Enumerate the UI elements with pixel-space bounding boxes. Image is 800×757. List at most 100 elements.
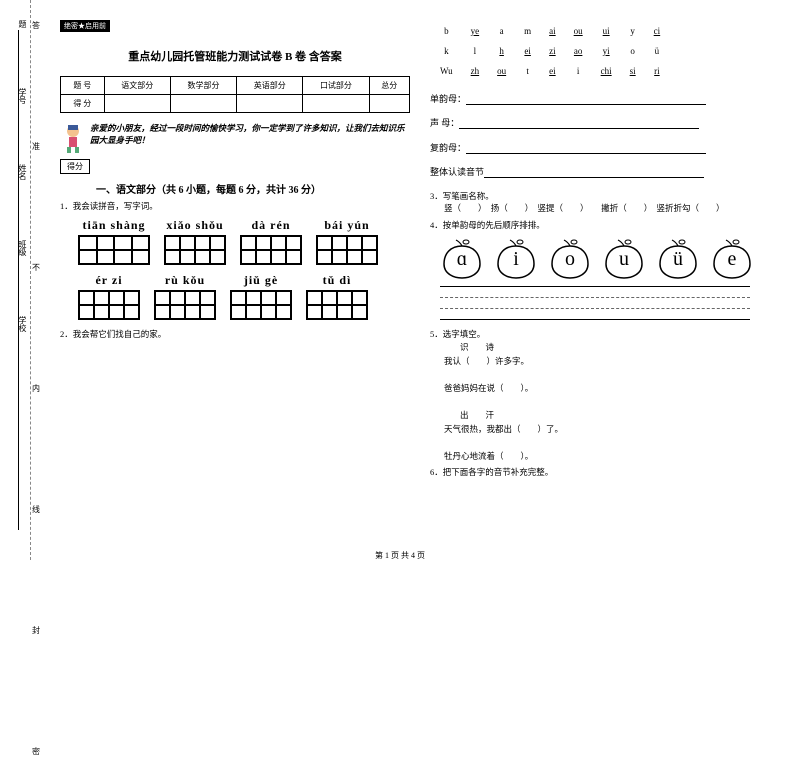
- apple-shape: e: [710, 238, 754, 280]
- fill-blank[interactable]: [459, 119, 699, 129]
- score-pill: 得分: [60, 159, 90, 174]
- question-5: 5．选字填空。 识 诗 我认（ ）许多字。 爸爸妈妈在说（ ）。 出 汗 天气很…: [430, 328, 780, 464]
- q5-line: 天气很热，我都出（ ）了。: [444, 423, 780, 437]
- tian-grid[interactable]: [240, 235, 302, 265]
- fill-sheng: 声 母：: [430, 116, 780, 130]
- pinyin-cell: ou: [566, 22, 591, 40]
- binding-char: 答: [32, 20, 40, 31]
- writing-lines[interactable]: [440, 286, 750, 320]
- pinyin-cell: ai: [541, 22, 564, 40]
- pinyin-cell: ci: [646, 22, 669, 40]
- table-cell[interactable]: [369, 95, 409, 113]
- table-row: 题 号 语文部分 数学部分 英语部分 口试部分 总分: [61, 77, 410, 95]
- page: 绝密★启用前 重点幼儿园托管班能力测试试卷 B 卷 含答案 题 号 语文部分 数…: [0, 0, 800, 565]
- question-1: 1．我会读拼音，写字词。: [60, 200, 410, 212]
- pinyin-cell: ei: [541, 62, 564, 80]
- pinyin-cell: m: [516, 22, 539, 40]
- pinyin-label: rù kǒu: [154, 273, 216, 288]
- q5-title: 5．选字填空。: [430, 328, 780, 342]
- apples-row: ɑiouüe: [430, 238, 780, 280]
- tian-grid[interactable]: [154, 290, 216, 320]
- pinyin-table: byeamaiouuiyciklheiziaoyioüWuzhouteiichi…: [430, 20, 670, 82]
- grid-row-2: [60, 290, 410, 320]
- pinyin-row-2: ér zi rù kǒu jiǔ gè tǔ dì: [60, 273, 410, 288]
- pinyin-cell: ui: [593, 22, 620, 40]
- binding-line-dashed: [30, 0, 31, 560]
- page-title: 重点幼儿园托管班能力测试试卷 B 卷 含答案: [60, 48, 410, 64]
- pinyin-cell: ü: [646, 42, 669, 60]
- binding-char: 线: [32, 504, 40, 515]
- pinyin-cell: b: [432, 22, 461, 40]
- binding-labels: 题 学号 姓名 班级 学校: [6, 20, 28, 332]
- tian-grid[interactable]: [306, 290, 368, 320]
- apple-shape: i: [494, 238, 538, 280]
- q5-line: 爸爸妈妈在说（ ）。: [444, 382, 780, 396]
- binding-field: 学校: [6, 316, 28, 332]
- pinyin-cell: ou: [489, 62, 514, 80]
- apple-shape: o: [548, 238, 592, 280]
- pinyin-cell: l: [463, 42, 488, 60]
- pinyin-label: bái yún: [316, 218, 378, 233]
- q5-line: 我认（ ）许多字。: [444, 355, 780, 369]
- table-cell: 总分: [369, 77, 409, 95]
- question-3: 3．写笔画名称。 竖（ ） 扬（ ） 竖提（ ） 撇折（ ） 竖折折勾（ ）: [430, 190, 780, 216]
- tian-grid[interactable]: [164, 235, 226, 265]
- fill-zheng: 整体认读音节: [430, 165, 780, 179]
- table-cell: 语文部分: [104, 77, 170, 95]
- binding-char: 密: [32, 746, 40, 757]
- fill-label: 整体认读音节: [430, 167, 484, 177]
- apple-shape: ü: [656, 238, 700, 280]
- left-column: 绝密★启用前 重点幼儿园托管班能力测试试卷 B 卷 含答案 题 号 语文部分 数…: [50, 20, 420, 557]
- q5-pair: 识 诗: [460, 341, 780, 355]
- table-cell[interactable]: [104, 95, 170, 113]
- q5-pair: 出 汗: [460, 409, 780, 423]
- binding-field: 题: [6, 20, 28, 28]
- apple-shape: u: [602, 238, 646, 280]
- q5-line: 牡丹心地流着（ ）。: [444, 450, 780, 464]
- table-cell: 数学部分: [170, 77, 236, 95]
- table-cell[interactable]: [170, 95, 236, 113]
- table-cell[interactable]: [237, 95, 303, 113]
- pinyin-cell: Wu: [432, 62, 461, 80]
- pinyin-cell: k: [432, 42, 461, 60]
- binding-char: 准: [32, 141, 40, 152]
- page-footer: 第 1 页 共 4 页: [0, 550, 800, 561]
- tian-grid[interactable]: [78, 235, 150, 265]
- pinyin-cell: yi: [593, 42, 620, 60]
- table-cell[interactable]: [303, 95, 369, 113]
- grid-row-1: [60, 235, 410, 265]
- q3-title: 3．写笔画名称。: [430, 190, 780, 203]
- pinyin-cell: i: [566, 62, 591, 80]
- fill-label: 声 母：: [430, 118, 459, 128]
- binding-field: 班级: [6, 240, 28, 256]
- tian-grid[interactable]: [316, 235, 378, 265]
- table-cell: 题 号: [61, 77, 105, 95]
- apple-letter: o: [548, 248, 592, 271]
- fill-blank[interactable]: [466, 95, 706, 105]
- pinyin-cell: a: [489, 22, 514, 40]
- binding-field: 姓名: [6, 164, 28, 180]
- binding-char: 内: [32, 383, 40, 394]
- fill-label: 复韵母：: [430, 143, 466, 153]
- pinyin-cell: si: [622, 62, 644, 80]
- pinyin-cell: chi: [593, 62, 620, 80]
- fill-blank[interactable]: [466, 144, 706, 154]
- tian-grid[interactable]: [78, 290, 140, 320]
- pinyin-label: tiān shàng: [78, 218, 150, 233]
- header-stamp: 绝密★启用前: [60, 20, 110, 32]
- pinyin-cell: ye: [463, 22, 488, 40]
- pinyin-cell: zh: [463, 62, 488, 80]
- question-2: 2．我会帮它们找自己的家。: [60, 328, 410, 340]
- pinyin-label: jiǔ gè: [230, 273, 292, 288]
- fill-blank[interactable]: [484, 168, 704, 178]
- right-column: byeamaiouuiyciklheiziaoyioüWuzhouteiichi…: [420, 20, 790, 557]
- section-title: 一、语文部分（共 6 小题，每题 6 分，共计 36 分）: [96, 181, 410, 196]
- greeting-block: 亲爱的小朋友，经过一段时间的愉快学习，你一定学到了许多知识，让我们去知识乐园大显…: [60, 123, 410, 155]
- pinyin-label: ér zi: [78, 273, 140, 288]
- pinyin-cell: zi: [541, 42, 564, 60]
- table-row: Wuzhouteiichisiri: [432, 62, 668, 80]
- pinyin-cell: t: [516, 62, 539, 80]
- tian-grid[interactable]: [230, 290, 292, 320]
- apple-letter: u: [602, 248, 646, 271]
- question-6: 6．把下面各字的音节补充完整。: [430, 466, 780, 480]
